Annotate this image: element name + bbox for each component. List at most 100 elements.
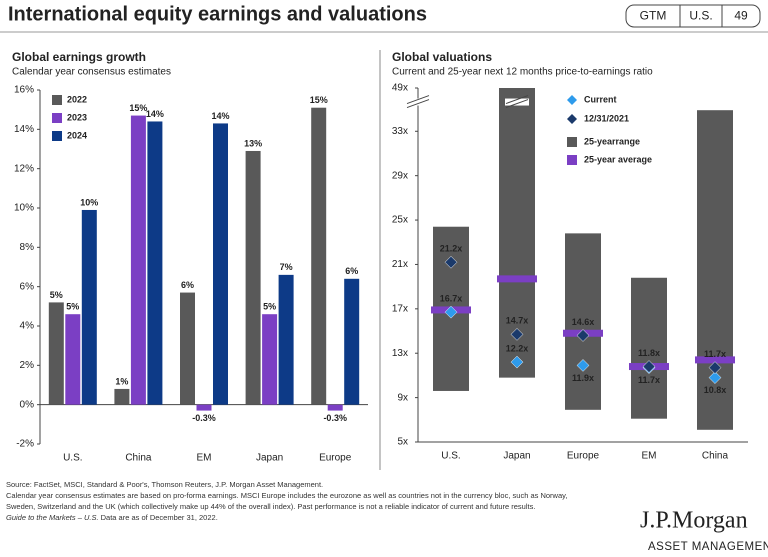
bar [48, 302, 64, 405]
diamond-marker [444, 305, 458, 319]
data-label: 15% [310, 95, 328, 105]
data-label: 14.7x [506, 316, 529, 326]
chart-title: Global valuations [392, 50, 492, 64]
diamond-marker [708, 361, 722, 375]
bar [344, 278, 360, 405]
diamond-marker [510, 355, 524, 369]
x-tick-label: Europe [319, 453, 352, 464]
logo-subtitle: ASSET MANAGEMENT [648, 541, 768, 553]
bar [81, 209, 97, 405]
x-tick-label: EM [642, 451, 657, 462]
y-tick-label: 13x [392, 348, 408, 359]
y-tick-label: -2% [16, 439, 34, 450]
tag: 49 [734, 9, 748, 23]
x-tick-label: U.S. [63, 453, 82, 464]
data-label: 11.7x [704, 349, 726, 359]
bar [196, 404, 212, 411]
y-tick-label: 12% [14, 163, 34, 174]
axis-break [406, 99, 430, 109]
diamond-marker [510, 328, 524, 341]
chart-subtitle: Calendar year consensus estimates [12, 67, 171, 78]
diamond-marker [576, 329, 590, 342]
bar [311, 107, 327, 405]
y-tick-label: 0% [20, 399, 35, 410]
range-bar [565, 233, 601, 410]
legend-label: 2022 [67, 94, 87, 104]
axis-break-gap [406, 98, 430, 106]
x-tick-label: Japan [256, 453, 283, 464]
legend-swatch [567, 95, 577, 105]
data-label: 10.8x [704, 385, 727, 395]
guide-date: Data are as of December 31, 2022. [99, 513, 218, 522]
chart-title: Global earnings growth [12, 50, 146, 64]
data-label: 5% [50, 290, 63, 300]
data-label: 5% [263, 302, 276, 312]
legend-swatch [52, 95, 62, 105]
y-tick-label: 16% [14, 85, 34, 96]
data-label: 5% [66, 302, 79, 312]
y-tick-label: 10% [14, 203, 34, 214]
y-tick-label: 9x [397, 392, 408, 403]
y-tick-label: 2% [20, 360, 35, 371]
bar [213, 123, 228, 405]
x-tick-label: U.S. [441, 451, 460, 462]
legend-label: 12/31/2021 [584, 113, 629, 123]
bar [180, 292, 195, 405]
footnote: Source: FactSet, MSCI, Standard & Poor's… [6, 480, 323, 489]
data-label: 14% [146, 109, 164, 119]
data-label: 14% [211, 111, 229, 121]
average-marker [497, 275, 537, 283]
legend-swatch [52, 113, 62, 123]
diamond-marker [642, 360, 656, 373]
data-label: 15% [129, 103, 147, 113]
data-label: -0.3% [323, 413, 347, 423]
range-bar [631, 277, 667, 419]
legend-swatch [52, 131, 62, 141]
x-tick-label: EM [197, 453, 212, 464]
legend-label: 25-year average [584, 154, 652, 164]
data-label: 11.9x [572, 373, 594, 383]
axis-break [505, 95, 529, 105]
bar [278, 274, 294, 405]
y-tick-label: 33x [392, 126, 408, 137]
y-tick-label: 5x [397, 437, 408, 448]
x-tick-label: China [125, 453, 152, 464]
y-tick-label: 8% [20, 242, 35, 253]
chart-subtitle: Current and 25-year next 12 months price… [392, 67, 653, 78]
legend-label: 2024 [67, 130, 87, 140]
page-title: International equity earnings and valuat… [8, 3, 427, 25]
data-label: 6% [345, 266, 358, 276]
data-label: 14.6x [572, 317, 595, 327]
y-tick-label: 14% [14, 124, 34, 135]
legend-label: Current [584, 94, 617, 104]
x-tick-label: Europe [567, 451, 600, 462]
data-label: -0.3% [192, 413, 216, 423]
axis-break [505, 99, 529, 109]
legend-label: 25-yearrange [584, 136, 640, 146]
data-label: 13% [244, 138, 262, 148]
footnote: Guide to the Markets – U.S. Data are as … [6, 513, 218, 522]
diamond-marker [576, 359, 590, 372]
guide-title: Guide to the Markets – U.S. [6, 513, 99, 522]
diamond-marker [708, 371, 722, 384]
tag: U.S. [689, 9, 712, 23]
legend-swatch [567, 137, 577, 147]
bar [114, 388, 130, 405]
bar [147, 121, 163, 405]
legend-swatch [567, 155, 577, 165]
legend-swatch [567, 114, 577, 124]
tag: GTM [640, 9, 667, 23]
data-label: 7% [280, 262, 293, 272]
data-label: 10% [80, 197, 98, 207]
y-tick-label: 6% [20, 281, 35, 292]
diamond-marker [444, 255, 458, 269]
average-marker [695, 356, 735, 364]
y-tick-label: 49x [392, 83, 408, 94]
axis-break-gap [505, 98, 529, 106]
y-tick-label: 25x [392, 215, 408, 226]
data-label: 11.8x [638, 348, 660, 358]
bar [65, 314, 81, 405]
bar [327, 404, 343, 411]
logo: J.P.Morgan [640, 508, 748, 534]
